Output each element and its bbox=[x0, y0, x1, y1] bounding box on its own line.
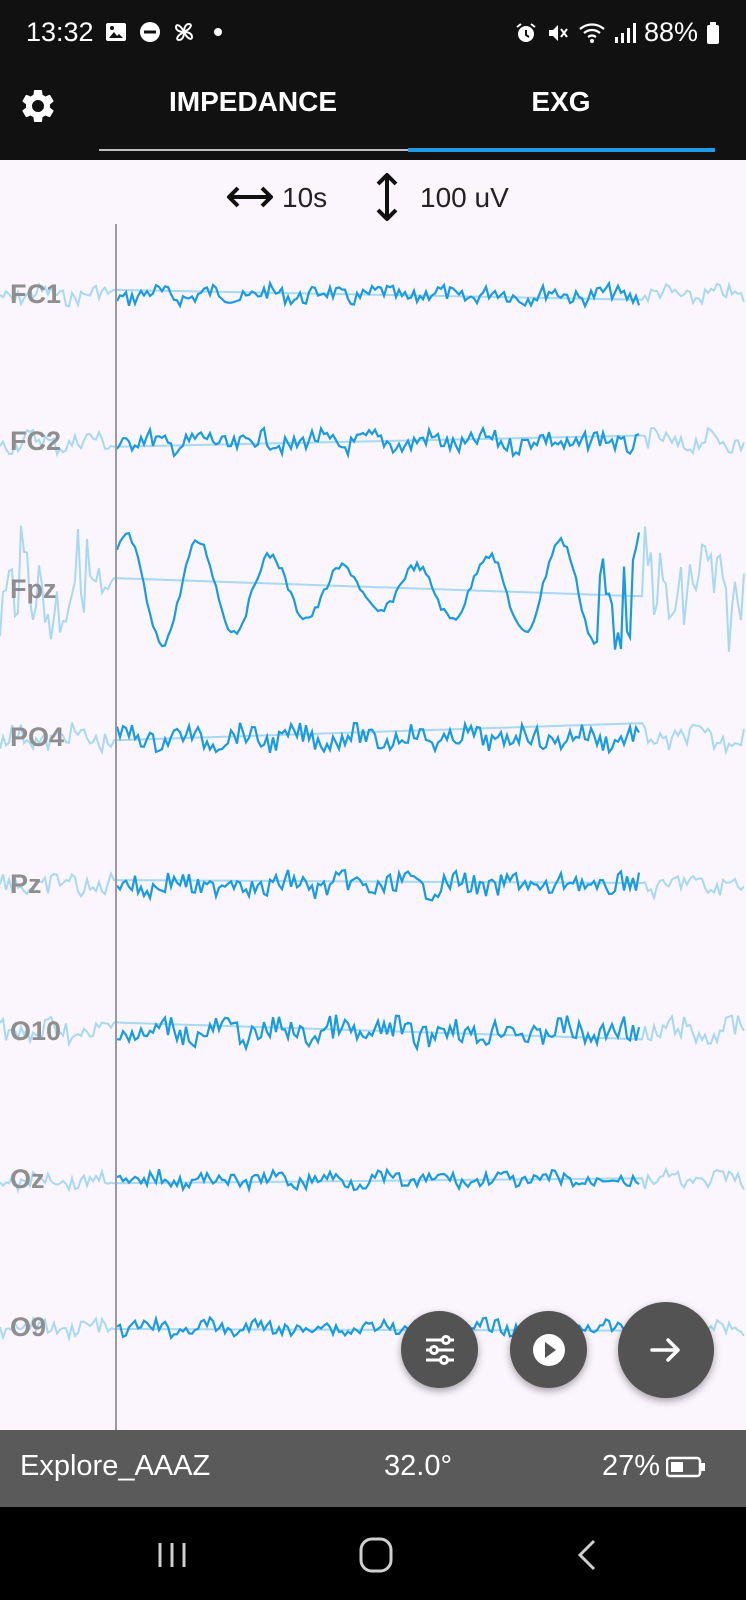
trace-previous-po4 bbox=[0, 722, 745, 756]
exg-traces bbox=[0, 279, 745, 1342]
system-nav-bar bbox=[0, 1507, 746, 1600]
exg-plot-area: 10s 100 uV FC1 FC2 Fpz PO4 Pz O10 Oz O9 bbox=[0, 160, 746, 1430]
gear-icon[interactable] bbox=[18, 86, 58, 126]
device-battery-percent: 27% bbox=[601, 1450, 660, 1482]
device-battery-icon bbox=[666, 1456, 705, 1477]
fan-icon bbox=[174, 22, 194, 42]
trace-fc2 bbox=[116, 425, 640, 459]
trace-fc1 bbox=[116, 279, 641, 309]
tab-exg[interactable]: EXG bbox=[531, 86, 591, 117]
status-battery-percent: 88% bbox=[643, 17, 698, 47]
channel-label-oz: Oz bbox=[10, 1164, 45, 1194]
next-button[interactable] bbox=[618, 1302, 714, 1398]
battery-icon bbox=[707, 21, 719, 44]
back-icon[interactable] bbox=[566, 1535, 610, 1575]
trace-pz bbox=[116, 868, 641, 902]
channel-label-o10: O10 bbox=[10, 1016, 62, 1046]
sliders-icon bbox=[425, 1334, 454, 1365]
sweep-cursor-line bbox=[115, 224, 117, 1430]
signal-icon bbox=[614, 22, 636, 43]
gallery-icon bbox=[106, 23, 126, 41]
device-status-bar: Explore_AAAZ 32.0° 27% bbox=[0, 1430, 746, 1507]
tab-impedance[interactable]: IMPEDANCE bbox=[168, 86, 337, 117]
horizontal-arrows-icon bbox=[227, 186, 273, 208]
recents-icon[interactable] bbox=[150, 1535, 194, 1575]
trace-previous-fc2 bbox=[0, 426, 745, 458]
wifi-icon bbox=[579, 22, 605, 43]
play-button[interactable] bbox=[510, 1311, 587, 1388]
channel-label-po4: PO4 bbox=[10, 722, 65, 752]
app-header: IMPEDANCE EXG bbox=[0, 68, 746, 160]
arrow-right-icon bbox=[650, 1338, 680, 1362]
trace-previous-fpz bbox=[0, 525, 745, 652]
trace-oz bbox=[116, 1167, 640, 1194]
trace-previous-o10 bbox=[0, 1013, 745, 1048]
play-icon bbox=[532, 1333, 565, 1366]
trace-previous-pz bbox=[0, 870, 745, 902]
mute-icon bbox=[548, 24, 568, 41]
vertical-arrows-icon bbox=[376, 173, 398, 221]
channel-label-fc2: FC2 bbox=[10, 426, 62, 456]
trace-previous-oz bbox=[0, 1166, 745, 1195]
channel-label-fpz: Fpz bbox=[10, 574, 57, 604]
trace-o10 bbox=[116, 1014, 641, 1052]
trace-fpz bbox=[115, 531, 641, 650]
trace-po4 bbox=[115, 720, 640, 755]
time-scale-label[interactable]: 10s bbox=[282, 182, 328, 213]
filter-settings-button[interactable] bbox=[401, 1311, 478, 1388]
status-bar: 13:32 88% bbox=[0, 0, 746, 68]
scale-row: 10s 100 uV bbox=[0, 172, 746, 221]
channel-label-o9: O9 bbox=[10, 1312, 47, 1342]
channel-label-fc1: FC1 bbox=[10, 279, 62, 309]
channel-label-pz: Pz bbox=[10, 869, 42, 899]
do-not-disturb-icon bbox=[140, 22, 160, 42]
amplitude-scale-label[interactable]: 100 uV bbox=[420, 182, 509, 213]
device-name: Explore_AAAZ bbox=[20, 1450, 211, 1482]
device-temperature: 32.0° bbox=[384, 1450, 453, 1482]
dot-icon bbox=[214, 28, 222, 36]
trace-previous-fc1 bbox=[0, 281, 745, 309]
tab-active-indicator bbox=[408, 148, 715, 152]
status-left-icons bbox=[104, 20, 230, 44]
alarm-icon bbox=[516, 22, 536, 42]
status-time: 13:32 bbox=[26, 17, 94, 47]
status-right-icons: 88% bbox=[514, 17, 720, 48]
home-icon[interactable] bbox=[354, 1535, 398, 1575]
tab-underline bbox=[99, 149, 715, 151]
device-battery: 27% bbox=[602, 1450, 706, 1483]
